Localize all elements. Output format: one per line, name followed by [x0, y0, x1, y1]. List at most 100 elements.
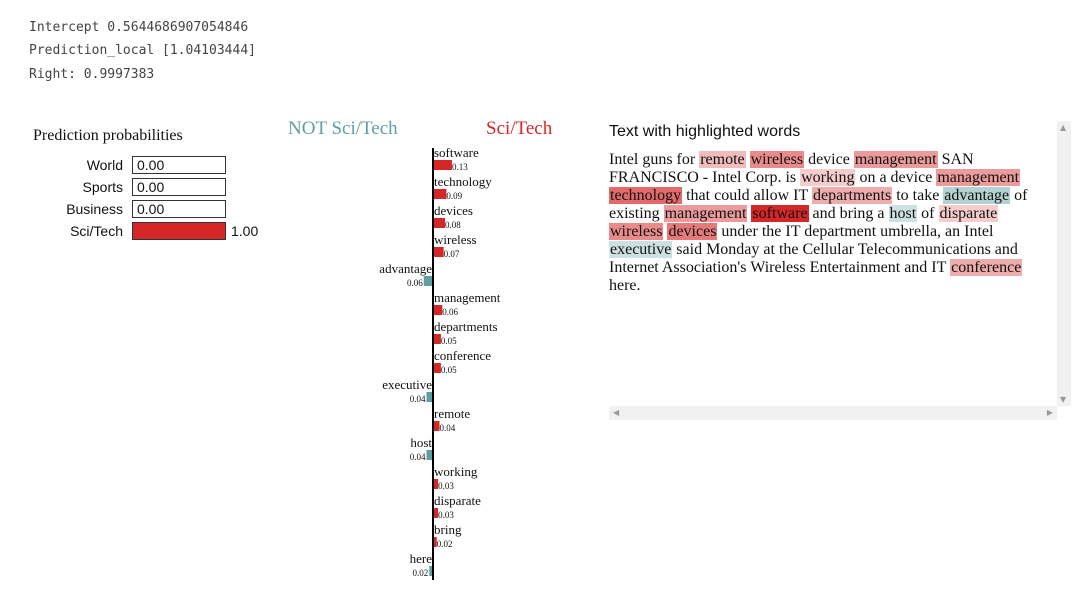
feature-bar	[434, 160, 452, 170]
highlighted-word: management	[853, 151, 938, 168]
prob-value: 0.00	[137, 157, 165, 173]
prob-label: World	[86, 157, 123, 173]
text-segment: Intel guns for	[609, 151, 700, 168]
feature-label: conference	[434, 348, 491, 363]
highlighted-word: technology	[609, 187, 683, 204]
feature-value: 0.03	[438, 510, 454, 520]
legend-scitech: Sci/Tech	[486, 118, 553, 139]
vertical-scrollbar[interactable]: ▲ ▼	[1057, 121, 1071, 406]
highlighted-word: devices	[667, 223, 718, 240]
text-segment: under the IT department umbrella, an Int…	[717, 223, 994, 240]
scroll-up-icon[interactable]: ▲	[1060, 123, 1067, 132]
feature-label: here	[410, 551, 433, 566]
feature-bar	[423, 276, 432, 286]
text-segment: of existing	[609, 187, 1028, 222]
highlighted-word: wireless	[749, 151, 805, 168]
feature-value: 0.03	[438, 481, 454, 491]
intercept-line: Intercept 0.5644686907054846	[29, 20, 249, 35]
feature-label: remote	[434, 406, 470, 421]
feature-value: 0.06	[442, 307, 458, 317]
text-panel-title: Text with highlighted words	[609, 123, 801, 140]
feature-label: host	[410, 435, 432, 450]
text-segment: to take	[892, 187, 944, 204]
feature-bar	[434, 189, 447, 199]
highlighted-word: departments	[812, 187, 893, 204]
highlighted-word: software	[751, 205, 809, 222]
highlighted-word: executive	[609, 241, 673, 258]
prob-bar-fill	[133, 223, 225, 239]
feature-label: software	[434, 145, 479, 160]
prob-bar: 0.00	[132, 156, 226, 174]
feature-value: 0.07	[444, 249, 460, 259]
highlighted-word: working	[800, 169, 856, 186]
feature-weights-chart: software 0.13 technology 0.09 devices 0.08 wir…	[379, 145, 501, 580]
prob-label: Sci/Tech	[70, 223, 123, 239]
highlighted-word: wireless	[609, 223, 664, 240]
feature-value: 0.04	[410, 394, 426, 404]
prob-value: 1.00	[231, 223, 259, 239]
feature-value: 0.08	[445, 220, 461, 230]
prob-value: 0.00	[137, 201, 165, 217]
prob-label: Sports	[82, 179, 123, 195]
feature-label: advantage	[379, 261, 432, 276]
highlighted-word: management	[936, 169, 1021, 186]
prob-bar: 0.00	[132, 178, 226, 196]
feature-bar	[434, 508, 439, 518]
text-segment: here.	[609, 277, 641, 294]
prob-bar: 0.00	[132, 200, 226, 218]
feature-bar	[429, 566, 432, 576]
feature-value: 0.13	[452, 162, 468, 172]
feature-value: 0.02	[412, 568, 428, 578]
feature-label: departments	[434, 319, 498, 334]
feature-value: 0.05	[441, 336, 457, 346]
feature-bar	[434, 305, 443, 315]
feature-label: bring	[434, 522, 462, 537]
text-segment: said Monday at the Cellular Telecommunic…	[609, 241, 1018, 276]
highlighted-word: management	[663, 205, 748, 222]
feature-value: 0.04	[440, 423, 456, 433]
prob-row: Sci/Tech 1.00	[0, 222, 300, 242]
feature-value: 0.04	[410, 452, 426, 462]
highlighted-word: host	[888, 205, 918, 222]
feature-label: wireless	[434, 232, 477, 247]
text-segment: and bring a	[808, 205, 889, 222]
highlighted-text: Intel guns for remote wireless device ma…	[609, 151, 1051, 295]
feature-bar	[434, 334, 441, 344]
text-segment: that could allow IT	[682, 187, 812, 204]
scroll-right-icon[interactable]: ▶	[1046, 408, 1053, 417]
highlighted-word: conference	[950, 259, 1023, 276]
prob-label: Business	[66, 201, 123, 217]
prediction-local-line: Prediction_local [1.04103444]	[29, 43, 256, 58]
feature-label: management	[434, 290, 501, 305]
prob-row: Sports 0.00	[0, 178, 300, 198]
legend-not-scitech: NOT Sci/Tech	[288, 118, 398, 139]
feature-label: disparate	[434, 493, 481, 508]
feature-bar	[434, 363, 441, 373]
feature-value: 0.09	[446, 191, 462, 201]
feature-value: 0.05	[441, 365, 457, 375]
scroll-down-icon[interactable]: ▼	[1060, 395, 1067, 404]
feature-label: executive	[382, 377, 432, 392]
feature-label: devices	[434, 203, 473, 218]
text-segment: on a device	[855, 169, 937, 186]
feature-label: technology	[434, 174, 492, 189]
feature-bar	[434, 479, 439, 489]
highlighted-word: disparate	[938, 205, 999, 222]
scroll-left-icon[interactable]: ◀	[613, 408, 620, 417]
text-segment: SAN FRANCISCO - Intel Corp. is	[609, 151, 974, 186]
feature-bar	[434, 218, 446, 228]
prediction-probabilities-title: Prediction probabilities	[33, 127, 183, 144]
feature-bar	[426, 450, 432, 460]
horizontal-scrollbar[interactable]: ◀ ▶	[609, 406, 1057, 420]
prob-row: World 0.00	[0, 156, 300, 176]
feature-value: 0.06	[407, 278, 423, 288]
feature-value: 0.02	[437, 539, 453, 549]
text-segment: of	[917, 205, 939, 222]
feature-label: working	[434, 464, 478, 479]
text-segment: device	[804, 151, 854, 168]
prob-bar	[132, 222, 226, 240]
feature-bar	[434, 247, 444, 257]
right-line: Right: 0.9997383	[29, 67, 155, 82]
highlighted-word: remote	[699, 151, 746, 168]
feature-bar	[434, 537, 437, 547]
